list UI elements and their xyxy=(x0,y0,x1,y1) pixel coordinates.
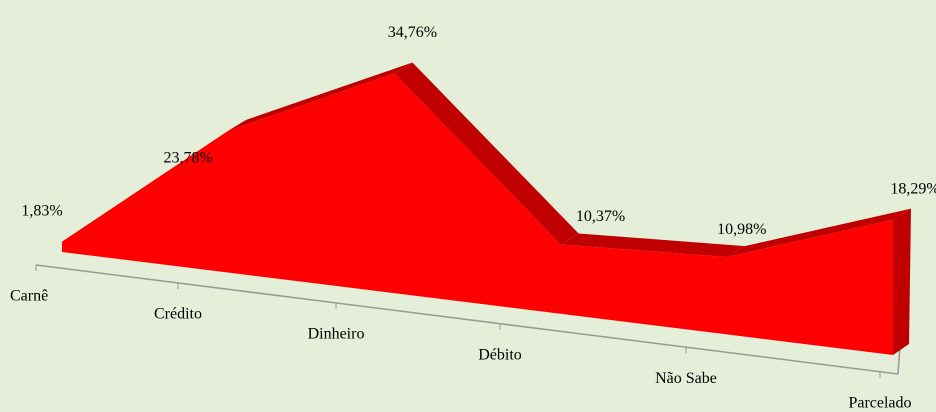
x-tick-label: Não Sabe xyxy=(655,370,717,387)
x-tick-label: Dinheiro xyxy=(308,326,365,343)
x-tick-label: Débito xyxy=(478,346,522,363)
area-depth xyxy=(560,233,745,258)
area-depth xyxy=(726,208,911,258)
x-tick-label: Carnê xyxy=(10,288,48,305)
area-side xyxy=(893,208,911,355)
x-tick-label: Crédito xyxy=(154,306,202,323)
x-axis xyxy=(35,264,899,375)
x-tick-label: Parcelado xyxy=(848,394,911,411)
area xyxy=(62,73,893,356)
value-label: 1,83% xyxy=(21,202,62,219)
value-label: 10,98% xyxy=(717,221,766,238)
area-depth xyxy=(394,62,579,245)
value-label: 23,78% xyxy=(164,150,213,167)
value-label: 10,37% xyxy=(576,208,625,225)
area-depth xyxy=(228,62,413,131)
value-label: 34,76% xyxy=(388,24,437,41)
value-label: 18,29% xyxy=(890,180,936,197)
